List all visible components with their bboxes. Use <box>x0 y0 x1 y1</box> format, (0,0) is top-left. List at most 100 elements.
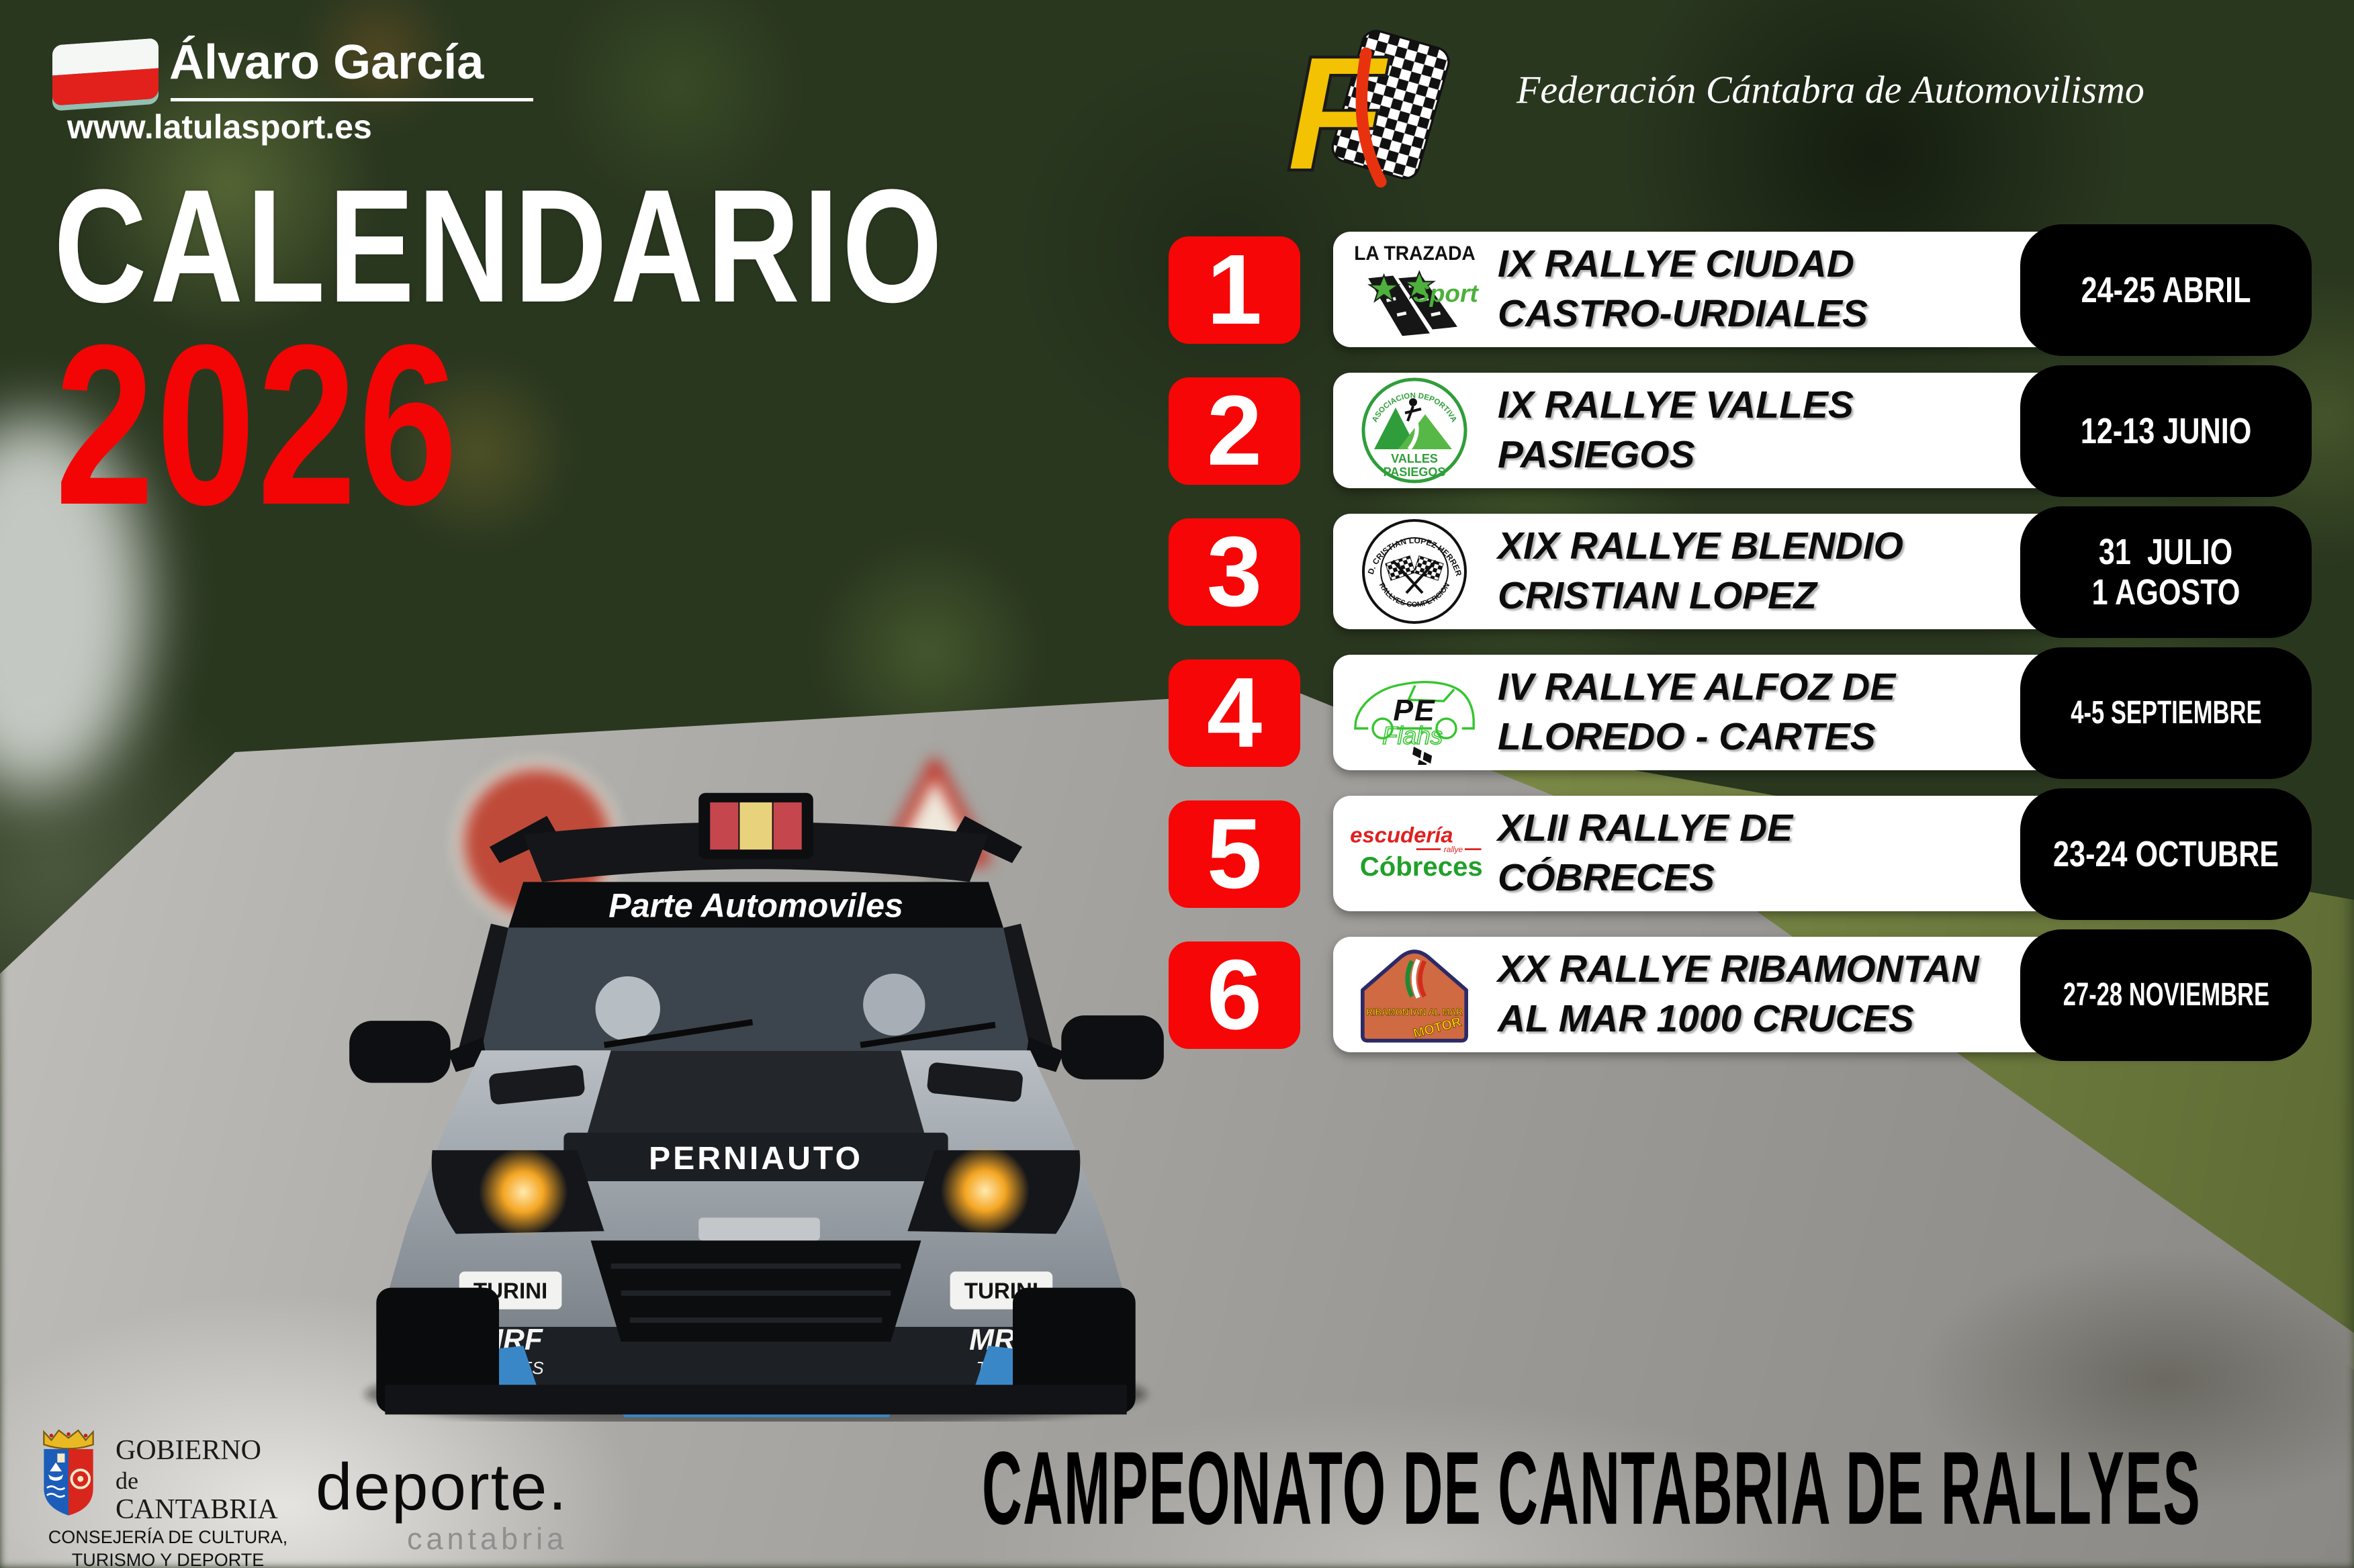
wipers <box>603 1019 996 1048</box>
sport-text: Sport <box>1412 279 1478 308</box>
event-title: XIX RALLYE BLENDIO CRISTIAN LOPEZ <box>1498 514 2028 629</box>
co-driver-helmet <box>595 976 660 1042</box>
rally-car-photo: Parte Automoviles PERNIAUTO TURINI <box>349 792 1164 1422</box>
windshield-banner <box>508 882 1003 928</box>
consejeria-line2: TURISMO Y DEPORTE <box>71 1550 265 1568</box>
grille-slats <box>610 1263 901 1323</box>
ribamontan-al-mar-logo-icon: RIBAMONTAN AL MAR MOTOR <box>1344 941 1485 1048</box>
event-title-line1: IX RALLYE CIUDAD <box>1498 242 1854 286</box>
event-date: 24-25 ABRIL <box>2081 269 2251 310</box>
driver-helmet <box>863 973 925 1036</box>
deporte-logo: deporte. <box>316 1450 568 1524</box>
poster-year: 2026 <box>55 297 460 553</box>
deporte-cantabria-label: cantabria <box>407 1522 568 1556</box>
a-pillar-right <box>1003 923 1055 1055</box>
event-title-line2: CRISTIAN LOPEZ <box>1498 574 1817 617</box>
headlight-glow-right <box>940 1146 1030 1236</box>
consejeria-text: CONSEJERÍA DE CULTURA, TURISMO Y DEPORTE <box>20 1526 316 1568</box>
event-number-badge: 2 <box>1169 377 1300 485</box>
wheel-right <box>1012 1287 1136 1414</box>
event-title-line1: IV RALLYE ALFOZ DE <box>1498 665 1896 709</box>
valles-pasiegos-logo-icon: ASOCIACION DEPORTIVA VALLES PASIEGOS <box>1344 377 1485 484</box>
event-date-pill: 4-5 SEPTIEMBRE <box>2020 647 2312 779</box>
event-title-line1: XX RALLYE RIBAMONTAN <box>1498 948 1979 991</box>
la-trazada-sport-logo-icon: LA TRAZADA Sport <box>1344 236 1485 343</box>
event-date-pill: 27-28 NOVIEMBRE <box>2020 929 2312 1061</box>
event-title-line1: XIX RALLYE BLENDIO <box>1498 524 1903 568</box>
cobreces-text: Cóbreces <box>1360 851 1483 882</box>
event-date: 12-13 JUNIO <box>2080 410 2252 451</box>
pe-text: PE <box>1393 694 1435 727</box>
event-title-line1: XLII RALLYE DE <box>1498 806 1793 850</box>
escuderia-text: escudería <box>1350 823 1453 847</box>
event-number-badge: 5 <box>1169 800 1300 908</box>
event-number: 1 <box>1206 234 1263 345</box>
event-title-line2: LLOREDO - CARTES <box>1498 715 1876 758</box>
event-title-line2: AL MAR 1000 CRUCES <box>1498 997 1914 1040</box>
event-row-5: 5 escudería rallye Cóbreces XLII RALLYE … <box>1169 788 2354 933</box>
flag-stripe-red <box>773 802 802 850</box>
mirror-left <box>349 1021 451 1083</box>
flag-stripe-red <box>710 802 739 850</box>
pasiegos-text: PASIEGOS <box>1384 465 1446 479</box>
event-number: 3 <box>1206 516 1263 627</box>
trazada-text: LA TRAZADA <box>1354 242 1476 265</box>
event-number: 2 <box>1206 375 1263 486</box>
event-card: ASOCIACION DEPORTIVA VALLES PASIEGOS IX … <box>1333 373 2287 488</box>
event-date: 31 JULIO <box>2099 531 2233 572</box>
cantabria-coat-of-arms-icon <box>43 1429 94 1516</box>
windshield-banner-text: Parte Automoviles <box>608 887 903 925</box>
event-date-pill: 12-13 JUNIO <box>2020 365 2312 497</box>
a-pillar-left <box>457 923 509 1055</box>
event-date: 27-28 NOVIEMBRE <box>2063 977 2269 1013</box>
consejeria-line1: CONSEJERÍA DE CULTURA, <box>48 1527 288 1547</box>
event-title: IX RALLYE CIUDAD CASTRO-URDIALES <box>1498 232 2028 347</box>
event-row-6: 6 RIBAMONTAN AL MAR MOTOR XX RALLYE RIBA… <box>1169 929 2354 1074</box>
headlight-glow-left <box>478 1147 568 1237</box>
flag-stripe-yellow <box>739 802 772 850</box>
pe-flahs-logo-icon: PE Flahs <box>1344 659 1485 766</box>
event-title: IX RALLYE VALLES PASIEGOS <box>1498 373 2028 488</box>
federacion-logo-icon: F <box>1284 26 1450 193</box>
car-body <box>378 1050 1134 1327</box>
alvaro-underline <box>171 98 533 101</box>
event-date: 23-24 OCTUBRE <box>2052 833 2279 874</box>
gobierno-line3: CANTABRIA <box>116 1494 278 1525</box>
escuderia-cobreces-logo-icon: escudería rallye Cóbreces <box>1344 800 1485 907</box>
ribamontan-text: RIBAMONTAN AL MAR <box>1366 1007 1462 1018</box>
cristian-lopez-logo-icon: A.D. CRISTIAN LOPEZ HERRERO RALLYES COMP… <box>1344 518 1485 625</box>
championship-title: CAMPEONATO DE CANTABRIA DE RALLYES <box>982 1430 2201 1547</box>
wing-endplate-right <box>953 815 1023 864</box>
hood-sponsor-band <box>563 1132 948 1182</box>
event-number: 6 <box>1206 939 1263 1050</box>
mirror-right <box>1061 1015 1164 1080</box>
event-title: XLII RALLYE DE CÓBRECES <box>1498 796 2028 911</box>
event-title: IV RALLYE ALFOZ DE LLOREDO - CARTES <box>1498 655 2028 770</box>
event-date: 4-5 SEPTIEMBRE <box>2070 695 2262 731</box>
event-number: 4 <box>1206 657 1263 768</box>
event-date-pill: 24-25 ABRIL <box>2020 224 2312 356</box>
event-number-badge: 1 <box>1169 236 1300 344</box>
event-number: 5 <box>1206 798 1263 909</box>
event-title-line2: CASTRO-URDIALES <box>1498 292 1868 335</box>
federacion-name: Federación Cántabra de Automovilismo <box>1516 68 2144 111</box>
event-row-1: 1 LA TRAZADA Sport IX RALLYE CIUDAD CAS <box>1169 224 2354 369</box>
alvaro-flag-icon <box>52 38 159 106</box>
event-title-line1: IX RALLYE VALLES <box>1498 383 1854 427</box>
alvaro-name: Álvaro García <box>169 36 484 89</box>
poster-title: CALENDARIO <box>54 156 946 336</box>
event-title-line2: PASIEGOS <box>1498 433 1695 476</box>
event-title-line2: CÓBRECES <box>1498 856 1715 899</box>
hood-vent-left <box>489 1065 585 1105</box>
hood-vent-right <box>927 1062 1023 1102</box>
under-bumper <box>385 1385 1127 1415</box>
gobierno-line1: GOBIERNO <box>116 1435 261 1466</box>
number-plate-blur <box>698 1217 820 1241</box>
hood-sponsor-text: PERNIAUTO <box>649 1140 863 1177</box>
event-date-pill: 31 JULIO 1 AGOSTO <box>2020 506 2312 638</box>
event-date-pill: 23-24 OCTUBRE <box>2020 788 2312 920</box>
gobierno-line2: de <box>116 1467 138 1494</box>
event-row-4: 4 PE Flahs IV RALLYE ALFOZ DE <box>1169 647 2354 792</box>
event-number-badge: 6 <box>1169 941 1300 1049</box>
